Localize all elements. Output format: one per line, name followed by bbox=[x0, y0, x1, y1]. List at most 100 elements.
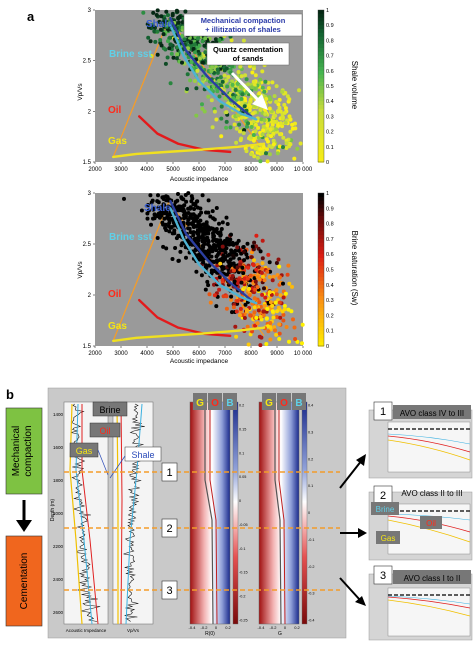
bot-point bbox=[245, 241, 250, 246]
top-point bbox=[251, 66, 256, 71]
bot-point bbox=[175, 198, 180, 203]
top-trend-shale bbox=[169, 16, 253, 118]
top-trend-lines bbox=[111, 16, 266, 159]
bot-point bbox=[277, 264, 282, 269]
bot-point bbox=[240, 265, 245, 270]
top-point bbox=[180, 60, 184, 65]
gob2-b: B bbox=[295, 398, 302, 409]
quartz-arrow-shaft bbox=[230, 71, 264, 106]
bot-point bbox=[236, 248, 241, 253]
top-point bbox=[168, 42, 173, 47]
bot-point bbox=[220, 244, 225, 249]
top-point bbox=[237, 122, 242, 127]
gob1-g: G bbox=[196, 398, 204, 409]
bot-point bbox=[170, 231, 175, 236]
bot-point bbox=[170, 257, 175, 261]
quartz-cementation-box bbox=[206, 42, 290, 66]
top-point bbox=[212, 109, 217, 114]
r0-colorbar-ticks: 0.2 0.15 0.1 0.05 0 -0.05 -0.1 -0.15 -0.2 -0.25 bbox=[239, 404, 248, 623]
top-point bbox=[258, 77, 263, 82]
top-trend-oil bbox=[137, 115, 232, 154]
bot-cbar-step bbox=[318, 246, 324, 251]
top-cbar-step bbox=[318, 139, 324, 144]
bot-point bbox=[217, 275, 222, 280]
bot-point bbox=[149, 222, 153, 227]
gob2-b-box bbox=[292, 393, 306, 410]
top-point bbox=[213, 37, 218, 42]
top-point bbox=[192, 79, 197, 83]
bot-point bbox=[238, 262, 243, 267]
top-point bbox=[171, 55, 176, 60]
top-point bbox=[288, 129, 293, 134]
top-point bbox=[265, 147, 269, 152]
top-cbar-tick: 1 bbox=[326, 8, 329, 14]
r0-cbar-ticks-label: -0.15 bbox=[239, 571, 248, 575]
top-cbar-step bbox=[318, 150, 324, 155]
top-point bbox=[271, 142, 276, 147]
top-point bbox=[169, 51, 174, 56]
bot-cbar-step bbox=[318, 315, 324, 320]
top-point bbox=[287, 114, 292, 119]
bot-point bbox=[249, 255, 254, 260]
top-point bbox=[154, 13, 159, 17]
mechanical-compaction-box bbox=[183, 13, 303, 37]
avo-2-oil: Oil bbox=[426, 519, 436, 528]
top-point bbox=[234, 126, 239, 131]
bot-point bbox=[244, 252, 249, 257]
bot-point bbox=[200, 243, 205, 248]
bot-point bbox=[220, 265, 225, 270]
panel-a-label: a bbox=[27, 9, 35, 24]
top-xtick-label: 7000 bbox=[218, 167, 232, 173]
depth-tick-label: 2600 bbox=[53, 610, 64, 615]
bot-cbar-step bbox=[318, 319, 324, 324]
top-colorbar: 1 0.9 0.8 0.7 0.6 0.5 0.4 0.3 0.2 0.1 0 bbox=[317, 8, 334, 166]
r0-ticks: -0.4 -0.2 0 0.2 bbox=[189, 625, 232, 630]
avo-arrow-3-head bbox=[355, 596, 366, 606]
bot-point bbox=[247, 293, 252, 298]
r0-cbar-ticks-label: -0.2 bbox=[239, 595, 246, 599]
bottom-colorbar-label: Brine saturation (Sw) bbox=[350, 231, 359, 306]
top-point bbox=[238, 129, 242, 134]
top-point bbox=[261, 128, 266, 133]
bot-point bbox=[274, 288, 279, 293]
top-trend-brine-sst bbox=[169, 24, 258, 121]
top-point bbox=[194, 113, 199, 118]
bottom-brine-label: Brine sst bbox=[109, 232, 152, 243]
top-cbar-step bbox=[318, 48, 324, 53]
avo-3-num: 3 bbox=[380, 570, 386, 582]
bot-point bbox=[186, 226, 191, 231]
top-point bbox=[155, 29, 160, 34]
bot-point bbox=[278, 315, 283, 320]
top-cbar-step bbox=[318, 29, 324, 34]
top-point bbox=[267, 144, 272, 148]
top-point bbox=[278, 109, 283, 114]
bot-point bbox=[195, 236, 200, 241]
top-point bbox=[274, 84, 279, 89]
mech-tag-line2: compaction bbox=[23, 425, 34, 476]
bot-point bbox=[265, 269, 270, 274]
bottom-y-ticks: 1.5 2 2.5 3 bbox=[83, 191, 95, 350]
bot-cbar-step bbox=[318, 300, 324, 305]
marker-1-box bbox=[161, 462, 178, 482]
top-point bbox=[260, 85, 265, 90]
bot-point bbox=[243, 302, 248, 307]
bot-point bbox=[272, 325, 277, 330]
bot-point bbox=[208, 214, 213, 219]
bot-xtick-label: 2000 bbox=[88, 351, 102, 357]
bot-point bbox=[270, 303, 275, 308]
bot-point bbox=[186, 217, 191, 222]
bot-cbar-step bbox=[318, 292, 324, 297]
top-point bbox=[224, 78, 229, 83]
bot-cbar-step bbox=[318, 193, 324, 198]
bot-point bbox=[300, 322, 305, 327]
bot-point bbox=[207, 292, 212, 297]
bot-point bbox=[203, 225, 208, 230]
top-point bbox=[219, 116, 224, 121]
bottom-oil-label: Oil bbox=[108, 289, 122, 300]
bot-cbar-tick: 0.8 bbox=[326, 222, 334, 228]
bot-point bbox=[285, 272, 290, 277]
avo-2-brine: Brine bbox=[376, 505, 395, 514]
r0-cbar-ticks-label: -0.05 bbox=[239, 523, 248, 527]
bottom-y-axis-label: Vp/Vs bbox=[77, 261, 84, 279]
legend-brine-box bbox=[92, 401, 128, 417]
